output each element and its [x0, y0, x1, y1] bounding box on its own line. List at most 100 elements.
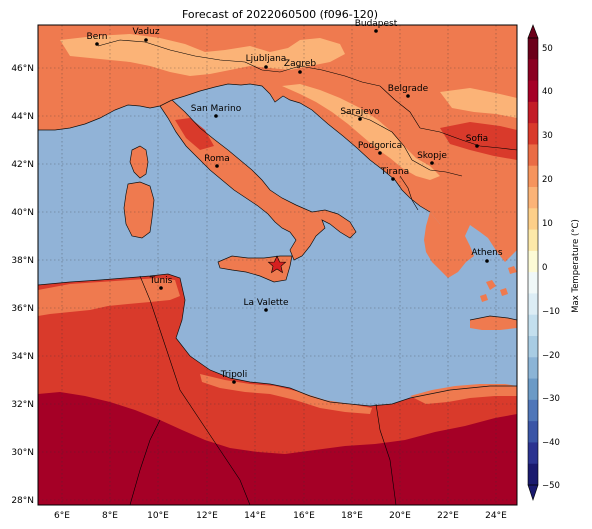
colorbar-frame: [527, 37, 539, 486]
cool-alps: [60, 34, 345, 76]
y-tick-label: 38°N: [11, 256, 34, 266]
colorbar-bottom-arrow: [527, 484, 539, 501]
city-belgrade: Belgrade: [388, 84, 429, 98]
city-vaduz: Vaduz: [132, 27, 160, 42]
city-san-marino: San Marino: [191, 104, 242, 118]
city-ljubljana: Ljubljana: [246, 54, 287, 69]
hot-italy-west: [175, 118, 214, 150]
forecast-point-star-icon: [267, 255, 287, 274]
colorbar-band: [528, 463, 538, 486]
x-tick-label: 10°E: [147, 511, 169, 521]
colorbar-band: [528, 59, 538, 82]
city-tirana: Tirana: [380, 167, 409, 181]
x-tick-label: 24°E: [485, 511, 507, 521]
colorbar-tick: 50: [542, 44, 553, 54]
colorbar-tick: 20: [542, 175, 553, 185]
city-label: Skopje: [417, 151, 447, 161]
city-tunis: Tunis: [149, 276, 173, 290]
city-bern: Bern: [87, 32, 108, 46]
y-axis-labels: 46°N 44°N 42°N 40°N 38°N 36°N 34°N 32°N …: [11, 64, 34, 506]
colorbar-bands: [528, 38, 538, 486]
city-roma: Roma: [204, 154, 230, 168]
colorbar-tick: 10: [542, 219, 553, 229]
y-tick-label: 34°N: [11, 352, 34, 362]
colorbar-band: [528, 250, 538, 273]
x-tick-label: 22°E: [437, 511, 459, 521]
land-europe: [38, 25, 517, 262]
cool-dinarics: [282, 84, 440, 180]
colorbar-band: [528, 38, 538, 60]
city-label: Tirana: [380, 167, 409, 177]
land-crete: [470, 316, 517, 330]
colorbar-tick: 30: [542, 131, 553, 141]
y-tick-label: 42°N: [11, 160, 34, 170]
graticule: [38, 25, 517, 505]
colorbar-band: [528, 272, 538, 294]
colorbar-band: [528, 229, 538, 252]
x-tick-label: 16°E: [293, 511, 315, 521]
coastlines: [38, 83, 517, 407]
colorbar-band: [528, 101, 538, 124]
map-frame: [37, 24, 518, 506]
cool-balkan: [440, 88, 517, 118]
colorbar-band: [528, 80, 538, 103]
city-label: Tripoli: [220, 370, 248, 380]
colorbar-tick: −20: [542, 351, 560, 361]
colorbar-tick: −30: [542, 394, 560, 404]
city-podgorica: Podgorica: [358, 141, 402, 155]
city-sarajevo: Sarajevo: [340, 107, 380, 121]
city-label: Belgrade: [388, 84, 429, 94]
x-tick-label: 12°E: [196, 511, 218, 521]
colorbar: 50 40 30 20 10 0 −10 −20 −30 −40 −50 Max…: [527, 24, 581, 501]
city-zagreb: Zagreb: [284, 59, 316, 74]
country-borders: [97, 39, 517, 505]
colorbar-tick: −50: [542, 481, 560, 491]
land-peloponnese: [424, 212, 474, 278]
colorbar-band: [528, 442, 538, 465]
colorbar-tick: 40: [542, 87, 553, 97]
map-title: Forecast of 2022060500 (f096-120): [182, 8, 378, 21]
colorbar-band: [528, 399, 538, 422]
city-label: Sofia: [466, 134, 488, 144]
city-budapest: Budapest: [355, 19, 398, 33]
x-tick-label: 14°E: [244, 511, 266, 521]
city-label: Roma: [204, 154, 230, 164]
city-label: Sarajevo: [340, 107, 380, 117]
colorbar-tick: −40: [542, 438, 560, 448]
colorbar-band: [528, 293, 538, 316]
city-label: Zagreb: [284, 59, 316, 69]
colorbar-tick: 0: [542, 263, 547, 273]
colorbar-band: [528, 421, 538, 443]
y-tick-label: 36°N: [11, 304, 34, 314]
x-tick-label: 6°E: [54, 511, 70, 521]
y-tick-label: 28°N: [11, 496, 34, 506]
city-label: Vaduz: [132, 27, 159, 37]
city-label: Tunis: [149, 276, 173, 286]
hottest-sahara: [38, 392, 517, 505]
aegean-islands: [480, 266, 517, 302]
colorbar-band: [528, 314, 538, 337]
warm-coast-libya: [200, 374, 372, 414]
colorbar-tick: −10: [542, 307, 560, 317]
city-label: San Marino: [191, 104, 242, 114]
city-label: Podgorica: [358, 141, 402, 151]
x-tick-label: 8°E: [102, 511, 118, 521]
colorbar-top-arrow: [527, 24, 539, 39]
land-italy-heel: [312, 210, 356, 238]
city-label: Athens: [471, 248, 502, 258]
land-sardinia: [124, 182, 154, 238]
warm-cyrenaica: [410, 384, 517, 404]
colorbar-band: [528, 378, 538, 401]
x-tick-label: 18°E: [341, 511, 363, 521]
colorbar-band: [528, 336, 538, 358]
colorbar-band: [528, 123, 538, 145]
y-tick-label: 40°N: [11, 208, 34, 218]
land-corsica: [130, 146, 148, 178]
colorbar-band: [528, 187, 538, 209]
city-label: Bern: [87, 32, 108, 42]
colorbar-band: [528, 357, 538, 380]
city-label: Ljubljana: [246, 54, 287, 64]
city-sofia: Sofia: [466, 134, 488, 148]
x-axis-labels: 6°E 8°E 10°E 12°E 14°E 16°E 18°E 20°E 22…: [54, 511, 507, 521]
